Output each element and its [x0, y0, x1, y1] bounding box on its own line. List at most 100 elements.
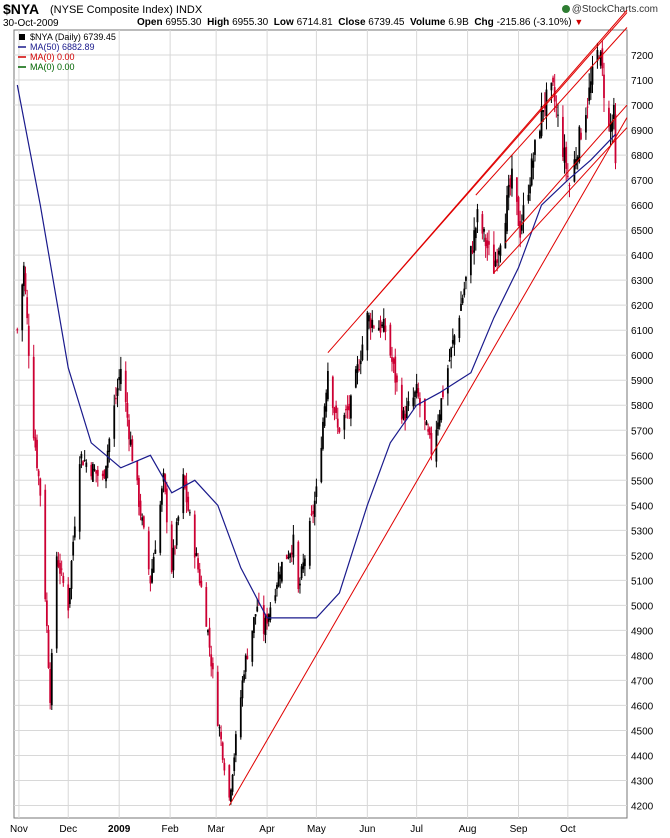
candle-body [530, 158, 533, 186]
trendline-channel-upper-2 [366, 9, 628, 309]
volume-value: 6.9B [448, 17, 469, 28]
stockcharts-logo[interactable]: @StockCharts.com [561, 4, 658, 15]
candle-body [185, 481, 188, 503]
candle-body [198, 569, 201, 584]
candle-body [142, 516, 145, 528]
candle-body [446, 368, 449, 394]
candle-body [538, 131, 541, 139]
y-tick-label: 7100 [631, 76, 654, 87]
candle-body [552, 77, 554, 83]
candle-body [208, 627, 211, 648]
candle-body [72, 541, 75, 556]
candle-body [188, 512, 191, 514]
candle-body [175, 521, 178, 546]
candle-body [611, 121, 614, 132]
candle-body [359, 360, 362, 365]
candle-body [565, 146, 568, 169]
candle-body [161, 488, 163, 505]
candle-body [412, 397, 415, 407]
quote-line: Open 6955.30 High 6955.30 Low 6714.81 Cl… [137, 17, 583, 28]
close-label: Close [338, 17, 366, 28]
candle-body [276, 584, 278, 589]
candle-body [315, 486, 318, 497]
candle-body [85, 462, 88, 467]
candle-body [262, 605, 265, 634]
candle-body [310, 513, 313, 515]
candle-body [313, 500, 316, 517]
candle-body [39, 478, 42, 496]
candle-body [103, 470, 106, 479]
down-triangle-icon: ▼ [574, 17, 584, 27]
candle-body [519, 221, 522, 238]
candle-body [164, 474, 167, 492]
y-tick-label: 4300 [631, 776, 654, 787]
candle-body [440, 398, 443, 421]
candle-body [377, 327, 380, 331]
candle-body [358, 369, 361, 371]
y-tick-label: 4600 [631, 701, 654, 712]
candle-body [326, 370, 329, 400]
candle-body [302, 562, 305, 570]
candle-body [520, 224, 523, 231]
x-axis-labels: Nov Dec 2009 Feb Mar Apr May Jun Jul Aug Sep Oct [10, 824, 576, 835]
trendline-channel-lower [493, 127, 628, 273]
candle-body [170, 524, 173, 573]
candle-body [47, 629, 50, 668]
candle-body [540, 106, 543, 137]
candles [16, 40, 617, 805]
candle-body [274, 595, 277, 601]
candle-body [96, 469, 99, 476]
y-tick-label: 4700 [631, 676, 654, 687]
candle-body [113, 405, 116, 439]
legend-candle-icon [19, 34, 25, 40]
candle-body [289, 553, 291, 558]
candle-body [136, 460, 139, 481]
candle-body [580, 132, 582, 140]
candle-body [361, 344, 364, 361]
candle-body [216, 671, 219, 726]
y-tick-label: 5900 [631, 376, 654, 387]
candle-body [371, 319, 374, 328]
candle-body [585, 115, 587, 133]
candle-body [369, 318, 372, 329]
candle-body [131, 439, 134, 462]
y-tick-label: 6800 [631, 151, 654, 162]
candle-body [348, 403, 351, 411]
candle-body [555, 106, 558, 108]
candle-body [458, 317, 461, 338]
x-tick-label: Jul [410, 824, 423, 835]
candle-body [430, 432, 433, 455]
candle-body [496, 259, 499, 263]
candle-body [290, 552, 293, 555]
candle-body [36, 439, 38, 469]
candle-body [266, 613, 268, 624]
y-tick-label: 6300 [631, 276, 654, 287]
y-tick-label: 5100 [631, 576, 654, 587]
candle-body [80, 453, 83, 459]
candle-body [557, 114, 559, 116]
x-tick-label: May [307, 824, 326, 835]
candle-body [308, 521, 311, 566]
candle-body [368, 315, 370, 322]
candle-body [465, 277, 467, 281]
candle-body [534, 140, 536, 155]
candle-body [285, 554, 288, 560]
candle-body [221, 742, 224, 760]
candle-body [488, 241, 490, 245]
trendlines [228, 9, 628, 806]
candle-body [26, 297, 29, 319]
y-tick-label: 6000 [631, 351, 654, 362]
candle-body [95, 470, 98, 474]
candle-body [407, 401, 410, 406]
candle-body [507, 184, 510, 198]
candle-body [16, 329, 19, 331]
y-tick-label: 5300 [631, 526, 654, 537]
candle-body [70, 560, 73, 589]
candle-body [21, 284, 24, 331]
candle-body [231, 774, 234, 792]
candle-body [336, 418, 339, 428]
candle-body [402, 410, 405, 419]
candle-body [233, 757, 236, 772]
open-value: 6955.30 [165, 17, 202, 28]
